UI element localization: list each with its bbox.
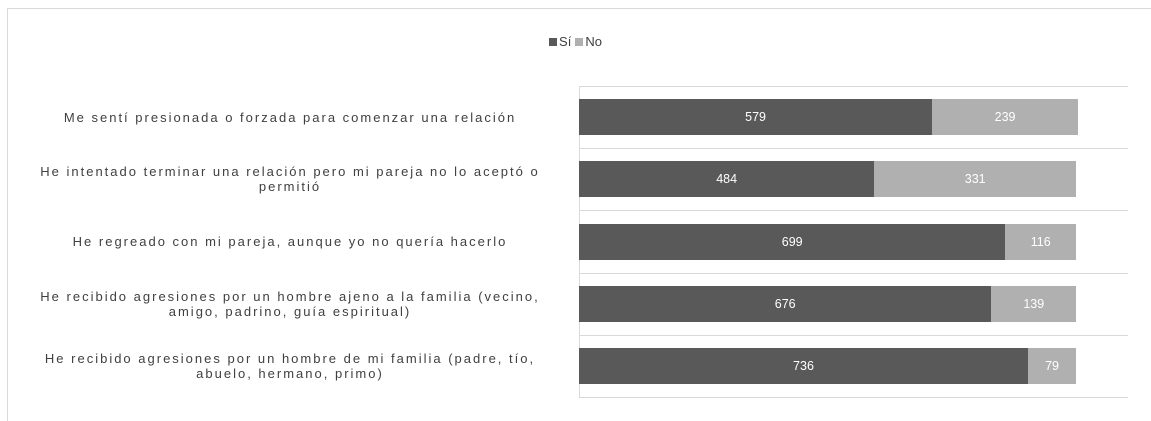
bar — [579, 347, 1028, 384]
row-separator — [579, 210, 1128, 212]
bar — [579, 223, 1006, 260]
row-separator — [579, 397, 1128, 398]
value-label: 331 — [964, 172, 986, 187]
legend-item: Sí — [549, 34, 571, 49]
legend-label: Sí — [559, 34, 572, 49]
value-label: 579 — [745, 110, 767, 125]
value-label: 139 — [1023, 296, 1045, 311]
value-label: 239 — [994, 110, 1016, 125]
bar — [579, 161, 875, 198]
bar — [874, 161, 1077, 198]
value-label: 116 — [1030, 234, 1051, 249]
category-label: He intentado terminar una relación pero … — [40, 164, 540, 195]
category-label: He recibido agresiones por un hombre aje… — [40, 288, 540, 319]
value-label: 676 — [774, 296, 796, 311]
bar — [579, 99, 933, 136]
category-label: He recibido agresiones por un hombre de … — [44, 350, 536, 381]
bar — [1005, 223, 1077, 260]
row-separator — [579, 272, 1128, 274]
value-label: 736 — [793, 358, 814, 373]
category-label: Me sentí presionada o forzada para comen… — [63, 109, 517, 125]
row-separator — [579, 334, 1128, 336]
legend-swatch — [549, 38, 558, 46]
value-label: 699 — [781, 234, 803, 249]
legend-swatch — [575, 38, 584, 46]
legend: Sí No — [0, 34, 1151, 49]
bar — [932, 99, 1078, 136]
frame — [7, 8, 1151, 421]
legend-item: No — [575, 34, 602, 49]
value-label: 484 — [716, 172, 738, 187]
row-separator — [579, 148, 1128, 150]
bar — [579, 285, 992, 322]
category-label: He regreado con mi pareja, aunque yo no … — [72, 234, 508, 249]
legend-label: No — [585, 34, 602, 49]
value-label: 79 — [1045, 358, 1059, 373]
bar — [1027, 347, 1077, 384]
bar — [991, 285, 1077, 322]
row-separator — [579, 86, 1128, 87]
